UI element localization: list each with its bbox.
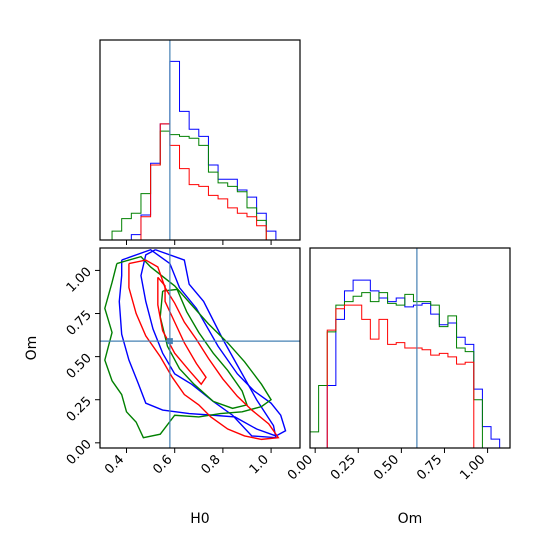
contour-series-2-level-0 (157, 276, 207, 386)
om-axis-label: Om (398, 511, 423, 527)
h0-tick-label: 0.4 (102, 452, 127, 477)
om-y-tick-label: 0.75 (64, 308, 95, 339)
histogram-series-0 (102, 60, 286, 241)
om-y-axis-label: Om (24, 336, 40, 361)
om-tick-label: 1.00 (457, 452, 488, 483)
h0-tick-label: 0.6 (150, 452, 175, 477)
h0-tick-label: 0.8 (198, 452, 223, 477)
h0-histogram-panel (99, 39, 301, 245)
h0-histogram-frame (99, 39, 301, 241)
histogram-series-2 (102, 123, 286, 241)
h0-tick-label: 1.0 (247, 452, 272, 477)
om-histogram-frame (309, 247, 511, 449)
om-y-tick-label: 0.00 (64, 437, 95, 468)
contour-series-1-level-1 (104, 255, 273, 439)
histogram-series-2 (310, 304, 509, 449)
om-tick-label: 0.25 (328, 452, 359, 483)
om-tick-label: 0.75 (414, 452, 445, 483)
contour-series-0-level-1 (118, 248, 287, 437)
om-histogram-panel: 0.00 0.25 0.50 0.75 1.00 (285, 247, 511, 483)
histogram-series-1 (102, 130, 286, 241)
om-y-tick-label: 0.25 (64, 394, 95, 425)
om-tick-label: 0.50 (371, 452, 402, 483)
histogram-series-1 (309, 292, 509, 449)
contour-series-2-level-1 (128, 259, 280, 441)
truth-marker (166, 338, 173, 345)
h0-om-contour-panel: 0.4 0.6 0.8 1.0 0.00 0.25 0.50 0.75 1.00 (64, 247, 301, 477)
om-tick-label: 0.00 (285, 452, 316, 483)
om-y-tick-label: 0.50 (64, 351, 95, 382)
om-y-tick-label: 1.00 (64, 265, 95, 296)
joint-frame (99, 247, 301, 449)
contour-group (104, 248, 287, 441)
h0-axis-label: H0 (190, 511, 209, 527)
contour-series-0-level-0 (140, 249, 277, 439)
